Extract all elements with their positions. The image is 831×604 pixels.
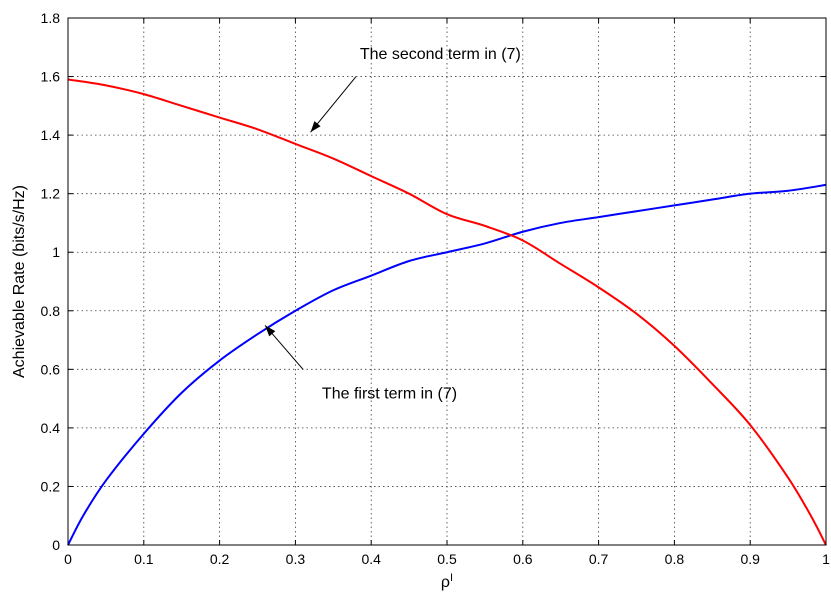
tick-layer: 0 0.1 0.2 0.3 0.4 0.5 0.6 0.7 0.8 0.9 1 0 0.2 0.4 0.6 0…	[41, 10, 831, 567]
x-tick-label: 0.2	[210, 551, 230, 567]
y-tick-label: 0.6	[41, 361, 61, 377]
y-tick-label: 1	[52, 244, 60, 260]
x-tick-label: 0.9	[740, 551, 760, 567]
x-tick-label: 0.8	[665, 551, 685, 567]
x-tick-label: 0.5	[437, 551, 457, 567]
x-tick-label: 0.3	[286, 551, 306, 567]
y-tick-label: 1.8	[41, 10, 61, 26]
x-tick-label: 0	[64, 551, 72, 567]
y-tick-label: 1.4	[41, 127, 61, 143]
annotation-label: The second term in (7)	[360, 46, 521, 63]
annotation-label: The first term in (7)	[322, 386, 457, 403]
annotation-layer: The second term in (7) The first term in …	[264, 46, 521, 403]
y-tick-label: 0.2	[41, 478, 61, 494]
y-tick-label: 0.4	[41, 420, 61, 436]
y-axis-label: Achievable Rate (bits/s/Hz)	[11, 185, 28, 378]
y-tick-label: 0.8	[41, 303, 61, 319]
series-line-first-term	[67, 183, 827, 546]
series-layer	[67, 78, 827, 546]
x-tick-label: 0.4	[361, 551, 381, 567]
y-tick-label: 1.6	[41, 69, 61, 85]
series-line-second-term	[67, 78, 827, 546]
y-tick-label: 0	[52, 537, 60, 553]
x-axis-label-superscript: I	[450, 572, 453, 584]
x-tick-label: 0.6	[513, 551, 533, 567]
y-tick-label: 1.2	[41, 186, 61, 202]
annotation-arrow-head	[265, 325, 276, 337]
x-axis-label-main: ρ	[441, 574, 450, 591]
x-tick-label: 0.7	[589, 551, 609, 567]
x-tick-label: 0.1	[134, 551, 154, 567]
annotation-arrow-head	[310, 121, 321, 133]
grid-layer	[68, 18, 826, 545]
x-axis-label: ρI	[441, 572, 453, 591]
x-tick-label: 1	[822, 551, 830, 567]
plot-frame	[67, 17, 827, 546]
annotation-arrow-shaft	[310, 76, 357, 133]
